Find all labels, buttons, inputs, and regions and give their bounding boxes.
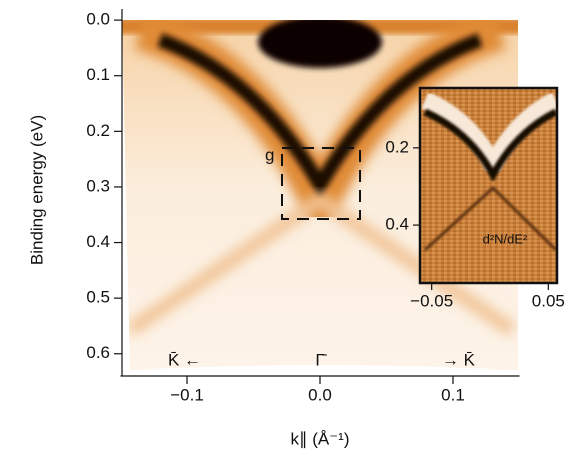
y-axis-label: Binding energy (eV) [27, 115, 46, 265]
x-tick-label: −0.05 [410, 291, 453, 310]
y-tick-label: 0.6 [86, 343, 110, 362]
x-tick-label: 0.05 [532, 291, 565, 310]
y-tick-label: 0.3 [86, 176, 110, 195]
x-tick-label: 0.1 [441, 385, 465, 404]
y-tick-label: 0.4 [385, 215, 409, 234]
page: {"chart_data": [ {"type": "heatmap", "x_… [0, 0, 584, 461]
y-tick-label: 0.1 [86, 65, 110, 84]
y-tick-label: 0.2 [385, 137, 409, 156]
inset-map [421, 89, 556, 282]
y-tick-label: 0.5 [86, 288, 110, 307]
y-tick-label: 0.4 [86, 232, 110, 251]
figure: 0.0 0.1 0.2 0.3 0.4 0.5 0.6 −0.1 0.0 0.1 k∥ (Å⁻¹) B… [0, 0, 584, 461]
annotation: g [265, 145, 274, 164]
y-tick-label: 0.2 [86, 121, 110, 140]
map-band [258, 16, 382, 68]
y-tick-label: 0.0 [86, 10, 110, 29]
annotation: d²N/dE² [483, 231, 528, 246]
x-tick-label: 0.0 [308, 385, 332, 404]
annotation: → K̄ [442, 350, 476, 369]
x-tick-label: −0.1 [170, 385, 204, 404]
x-axis-label: k∥ (Å⁻¹) [290, 429, 349, 448]
annotation: K̄ ← [168, 350, 201, 369]
